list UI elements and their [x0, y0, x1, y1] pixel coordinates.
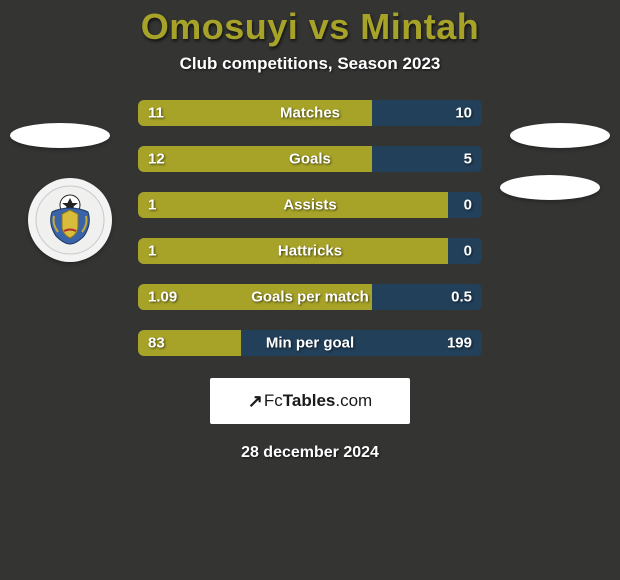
stat-row: 1 0 Assists: [138, 192, 482, 218]
logo-suffix: .com: [335, 391, 372, 410]
logo-arrow-icon: ↗︎: [248, 392, 260, 410]
stat-label: Goals per match: [251, 289, 369, 306]
fctables-logo: ↗︎ FcTables.com: [210, 378, 410, 424]
date-line: 28 december 2024: [241, 444, 379, 462]
stat-label: Goals: [289, 151, 331, 168]
stat-row: 12 5 Goals: [138, 146, 482, 172]
stat-label: Min per goal: [266, 335, 354, 352]
logo-main: Tables: [283, 391, 336, 410]
stat-value-left: 1.09: [148, 289, 177, 306]
stats-container: 1110Matches125Goals10Assists10Hattricks1…: [138, 100, 482, 356]
stat-value-left: 1: [148, 243, 156, 260]
stat-value-left: 12: [148, 151, 165, 168]
stat-label: Assists: [283, 197, 336, 214]
stat-value-left: 83: [148, 335, 165, 352]
team-logo-placeholder-right-2: [500, 175, 600, 200]
stat-value-right: 5: [464, 151, 472, 168]
stat-bar-left: [138, 146, 372, 172]
content: Omosuyi vs Mintah Club competitions, Sea…: [0, 0, 620, 580]
subtitle: Club competitions, Season 2023: [180, 54, 441, 74]
stat-row: 11 10 Matches: [138, 100, 482, 126]
stat-value-right: 0.5: [451, 289, 472, 306]
crest-icon: [34, 184, 106, 256]
stat-value-right: 0: [464, 243, 472, 260]
logo-prefix: Fc: [264, 391, 283, 410]
stat-value-left: 1: [148, 197, 156, 214]
stat-label: Matches: [280, 105, 340, 122]
team-logo-placeholder-right-1: [510, 123, 610, 148]
team-logo-placeholder-left: [10, 123, 110, 148]
stat-label: Hattricks: [278, 243, 342, 260]
stat-row: 1.09 0.5 Goals per match: [138, 284, 482, 310]
stat-value-right: 199: [447, 335, 472, 352]
stat-row: 83 199 Min per goal: [138, 330, 482, 356]
stat-row: 1 0 Hattricks: [138, 238, 482, 264]
stat-value-right: 10: [455, 105, 472, 122]
club-crest: [28, 178, 112, 262]
page-title: Omosuyi vs Mintah: [141, 6, 480, 48]
stat-value-left: 11: [148, 105, 164, 122]
stat-value-right: 0: [464, 197, 472, 214]
logo-text: FcTables.com: [264, 391, 372, 411]
